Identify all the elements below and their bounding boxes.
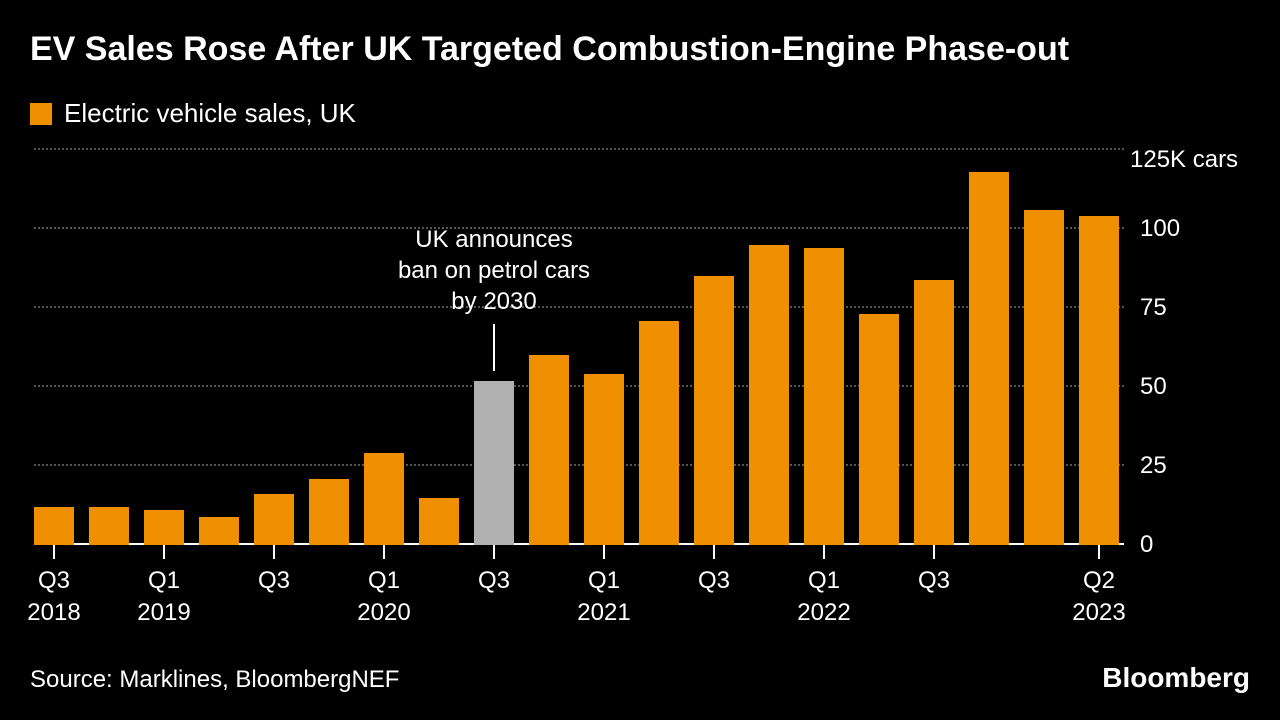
bar — [144, 510, 184, 545]
bar — [969, 172, 1009, 545]
bar — [309, 479, 349, 545]
x-tick-mark — [1098, 545, 1100, 559]
x-tick-mark — [603, 545, 605, 559]
x-tick-mark — [53, 545, 55, 559]
x-tick-mark — [713, 545, 715, 559]
y-tick-label: 100 — [1140, 215, 1180, 243]
bar — [199, 517, 239, 545]
bar — [914, 280, 954, 545]
bar — [859, 314, 899, 545]
bar — [529, 355, 569, 545]
annotation-leader-line — [493, 324, 495, 371]
bar — [804, 248, 844, 545]
x-tick-label: Q22023 — [1059, 565, 1139, 630]
bar — [1024, 210, 1064, 545]
y-axis-top-label: 125K cars — [1130, 146, 1238, 174]
x-tick-label: Q3 — [234, 565, 314, 597]
x-tick-label: Q32018 — [14, 565, 94, 630]
bar — [749, 245, 789, 545]
bar — [474, 381, 514, 545]
legend-label: Electric vehicle sales, UK — [64, 98, 356, 129]
legend-swatch — [30, 103, 52, 125]
x-tick-mark — [933, 545, 935, 559]
bar — [364, 453, 404, 545]
bar — [694, 276, 734, 545]
chart-title: EV Sales Rose After UK Targeted Combusti… — [30, 30, 1069, 69]
x-tick-mark — [383, 545, 385, 559]
y-tick-label: 75 — [1140, 294, 1167, 322]
x-tick-mark — [823, 545, 825, 559]
x-tick-label: Q12021 — [564, 565, 644, 630]
source-text: Source: Marklines, BloombergNEF — [30, 666, 399, 694]
legend: Electric vehicle sales, UK — [30, 98, 356, 129]
x-tick-label: Q3 — [894, 565, 974, 597]
x-tick-label: Q3 — [674, 565, 754, 597]
annotation-text: UK announces ban on petrol cars by 2030 — [374, 224, 614, 318]
x-tick-mark — [493, 545, 495, 559]
x-axis-baseline — [34, 543, 1124, 545]
chart-plot-area — [34, 150, 1124, 545]
x-tick-mark — [163, 545, 165, 559]
brand-logo-text: Bloomberg — [1102, 662, 1250, 694]
bar — [254, 494, 294, 545]
bar — [639, 321, 679, 545]
bar — [89, 507, 129, 545]
bar — [1079, 216, 1119, 545]
x-tick-label: Q12022 — [784, 565, 864, 630]
bar — [419, 498, 459, 545]
x-tick-label: Q3 — [454, 565, 534, 597]
x-tick-mark — [273, 545, 275, 559]
x-tick-label: Q12019 — [124, 565, 204, 630]
bar — [34, 507, 74, 545]
gridline — [34, 385, 1124, 387]
y-tick-label: 0 — [1140, 531, 1153, 559]
gridline — [34, 148, 1124, 150]
x-tick-label: Q12020 — [344, 565, 424, 630]
y-tick-label: 50 — [1140, 373, 1167, 401]
bar — [584, 374, 624, 545]
gridline — [34, 464, 1124, 466]
y-tick-label: 25 — [1140, 452, 1167, 480]
